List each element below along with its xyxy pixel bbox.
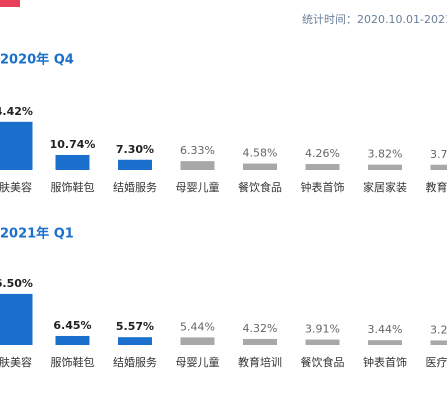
bar xyxy=(180,337,215,345)
date-note: 统计时间：2020.10.01-2021.03.31 xyxy=(302,13,447,26)
category-label: 家居家装 xyxy=(363,180,407,194)
value-label: 6.45% xyxy=(53,319,91,332)
category-label: 医疗健康 xyxy=(426,355,447,369)
value-label: 4.58% xyxy=(243,147,278,160)
category-label: 结婚服务 xyxy=(113,355,157,369)
category-label: 结婚服务 xyxy=(113,180,157,194)
value-label: 3.44% xyxy=(368,323,403,336)
bar xyxy=(368,164,402,170)
category-label: 餐饮食品 xyxy=(238,180,282,194)
value-label: 3.91% xyxy=(305,323,340,336)
category-label: 护肤美容 xyxy=(0,180,32,194)
value-label: 4.26% xyxy=(305,147,340,160)
value-label: 4.32% xyxy=(243,322,278,335)
bar xyxy=(55,154,90,170)
category-label: 母婴儿童 xyxy=(176,355,220,369)
bar xyxy=(368,340,402,345)
category-label: 教育培训 xyxy=(426,180,447,194)
value-label: 7.30% xyxy=(116,143,154,156)
bar xyxy=(305,164,340,170)
bar xyxy=(118,337,152,345)
category-label: 服饰鞋包 xyxy=(51,355,95,369)
value-label: 6.33% xyxy=(180,144,215,157)
value-label: 5.57% xyxy=(116,320,154,333)
category-label: 教育培训 xyxy=(238,355,282,369)
value-label: 36.50% xyxy=(0,277,33,290)
category-label: 护肤美容 xyxy=(0,355,32,369)
category-label: 母婴儿童 xyxy=(176,180,220,194)
logo-fragment xyxy=(0,0,20,7)
bar xyxy=(0,121,33,170)
chart-title: 2020年 Q4 xyxy=(0,52,74,68)
bar xyxy=(0,293,33,345)
category-label: 餐饮食品 xyxy=(301,355,345,369)
bar xyxy=(430,340,447,345)
value-label: 10.74% xyxy=(50,138,96,151)
bar xyxy=(118,159,152,170)
value-label: 5.44% xyxy=(180,320,215,333)
value-label: 3.75% xyxy=(430,148,447,161)
bar xyxy=(243,338,277,345)
bar xyxy=(180,161,215,170)
category-label: 钟表首饰 xyxy=(301,180,345,194)
value-label: 34.42% xyxy=(0,105,33,118)
bar xyxy=(243,163,277,170)
chart-title: 2021年 Q1 xyxy=(0,226,74,242)
category-label: 服饰鞋包 xyxy=(51,180,95,194)
category-label: 钟表首饰 xyxy=(363,355,407,369)
bar xyxy=(430,164,447,170)
value-label: 3.82% xyxy=(368,148,403,161)
bar xyxy=(305,339,340,345)
value-label: 3.25% xyxy=(430,323,447,336)
bar xyxy=(55,335,90,345)
